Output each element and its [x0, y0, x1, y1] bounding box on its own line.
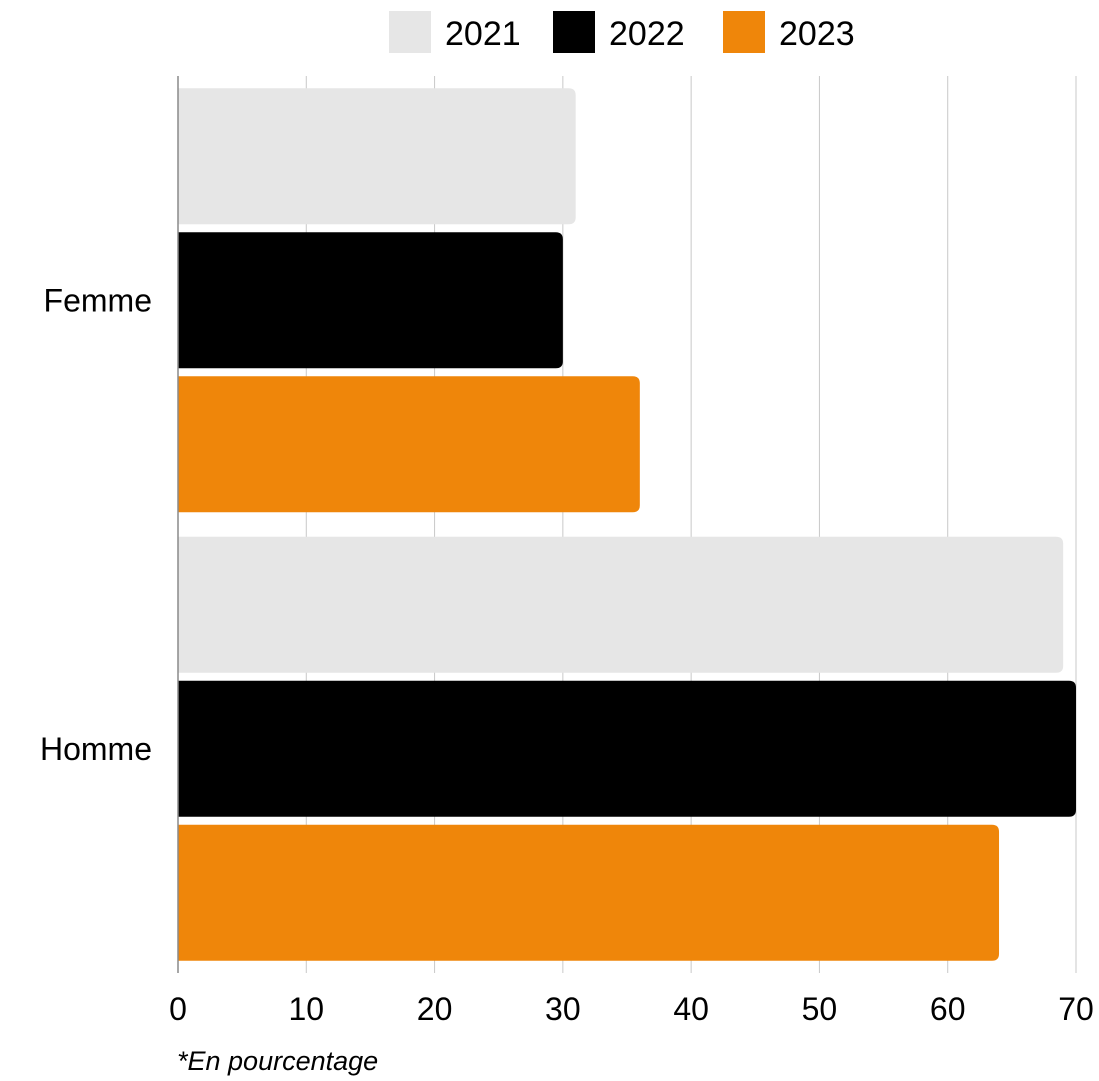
- x-tick-label: 30: [545, 991, 581, 1027]
- x-tick-label: 40: [673, 991, 709, 1027]
- gridlines: [305, 76, 1077, 973]
- legend-label-2022: 2022: [609, 15, 685, 53]
- chart-note: *En pourcentage: [177, 1046, 379, 1076]
- bar-homme-2023: [178, 824, 1000, 961]
- x-tick-label: 0: [169, 991, 187, 1027]
- axis: Femme Homme 0 10 20 30 40 50 60 70: [40, 76, 1094, 1027]
- category-label: Homme: [40, 731, 152, 767]
- legend-label-2021: 2021: [445, 15, 521, 53]
- x-tick-label: 50: [802, 991, 838, 1027]
- category-label: Femme: [44, 282, 152, 318]
- x-tick-label: 60: [930, 991, 966, 1027]
- legend: 2021 2022 2023: [389, 11, 855, 53]
- legend-label-2023: 2023: [779, 15, 855, 53]
- bar-homme-2021: [178, 536, 1064, 673]
- x-tick-label: 20: [417, 991, 453, 1027]
- legend-swatch-2021: [389, 11, 431, 53]
- bar-homme-2022: [178, 680, 1076, 817]
- legend-swatch-2022: [553, 11, 595, 53]
- x-tick-label: 70: [1058, 991, 1094, 1027]
- bar-femme-2022: [178, 232, 563, 369]
- bar-femme-2021: [178, 88, 576, 225]
- legend-swatch-2023: [723, 11, 765, 53]
- bars: [178, 88, 1076, 961]
- x-tick-label: 10: [288, 991, 324, 1027]
- bar-femme-2023: [178, 376, 640, 513]
